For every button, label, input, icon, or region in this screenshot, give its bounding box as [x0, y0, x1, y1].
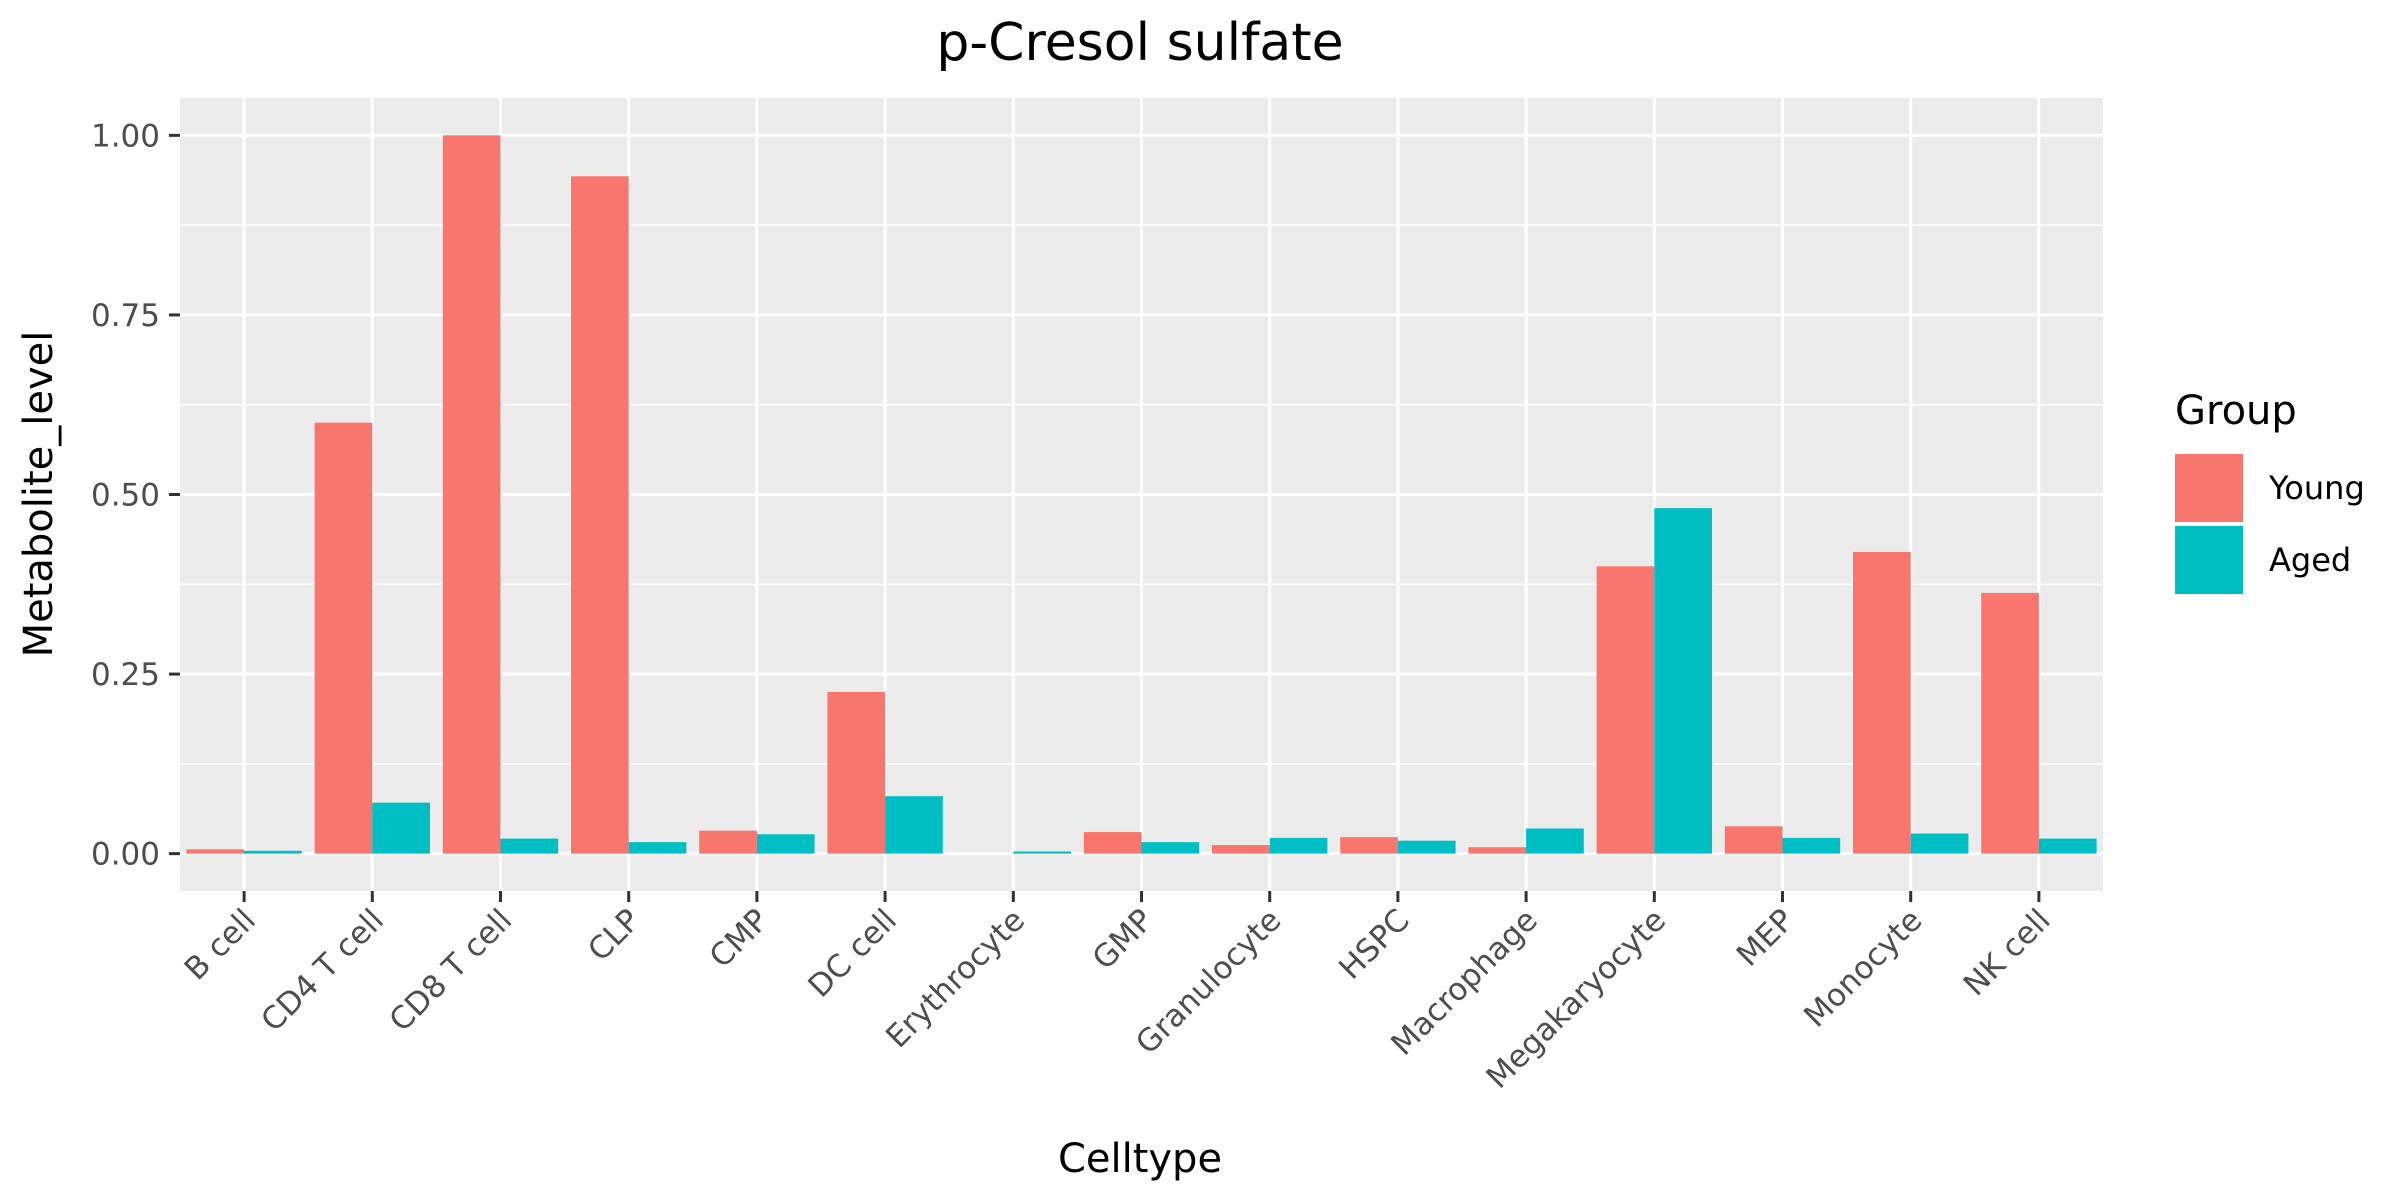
legend-label-young: Young: [2268, 469, 2365, 507]
legend: Group Young Aged: [2175, 388, 2365, 594]
y-tick-label: 0.00: [91, 837, 160, 873]
x-tick-label: NK cell: [1957, 902, 2058, 1003]
legend-key-aged: [2175, 526, 2243, 594]
bar-aged-mep: [1782, 837, 1841, 854]
bar-young-b-cell: [186, 849, 245, 854]
bar-young-cd4-t-cell: [314, 422, 373, 854]
bar-young-clp: [571, 176, 629, 854]
x-tick-label: CD4 T cell: [254, 902, 391, 1039]
bar-young-cmp: [699, 830, 757, 854]
bar-aged-cd8-t-cell: [500, 838, 559, 854]
y-tick-label: 1.00: [91, 118, 160, 154]
bar-young-hspc: [1340, 837, 1398, 854]
x-tick-label: CD8 T cell: [383, 902, 520, 1039]
bar-young-dc-cell: [827, 692, 886, 854]
bar-young-monocyte: [1853, 551, 1911, 854]
bar-aged-granulocyte: [1269, 837, 1328, 854]
x-tick-label: B cell: [178, 902, 263, 987]
x-tick-label: CLP: [581, 902, 647, 968]
bar-aged-gmp: [1141, 842, 1200, 854]
bar-young-cd8-t-cell: [442, 135, 501, 854]
y-axis-title: Metabolite_level: [16, 331, 62, 658]
x-tick-label: HSPC: [1332, 902, 1416, 986]
x-tick-label: MEP: [1730, 902, 1801, 973]
bar-young-nk-cell: [1981, 592, 2039, 854]
legend-label-aged: Aged: [2269, 541, 2351, 579]
bars: [186, 135, 2097, 854]
bar-aged-nk-cell: [2038, 838, 2097, 854]
bar-aged-cd4-t-cell: [372, 802, 430, 854]
x-axis-title: Celltype: [1058, 1136, 1222, 1182]
legend-title: Group: [2175, 388, 2297, 434]
y-axis: 0.00 0.25 0.50 0.75 1.00: [91, 118, 180, 873]
bar-aged-cmp: [756, 834, 815, 854]
bar-young-macrophage: [1468, 847, 1527, 854]
bar-young-gmp: [1083, 832, 1142, 854]
bar-young-granulocyte: [1212, 845, 1270, 854]
chart-title: p-Cresol sulfate: [936, 13, 1343, 73]
bar-aged-erythrocyte: [1013, 851, 1071, 854]
x-tick-label: Erythrocyte: [879, 902, 1032, 1055]
bar-aged-clp: [628, 842, 687, 854]
legend-key-young: [2175, 454, 2243, 522]
x-tick-label: GMP: [1086, 902, 1161, 977]
bar-young-megakaryocyte: [1596, 566, 1655, 854]
bar-aged-hspc: [1397, 840, 1456, 854]
x-tick-label: CMP: [703, 902, 776, 975]
y-tick-label: 0.75: [91, 298, 160, 334]
bar-young-mep: [1724, 826, 1783, 854]
bar-aged-dc-cell: [885, 796, 943, 854]
y-tick-label: 0.50: [91, 478, 160, 514]
x-tick-label: DC cell: [801, 902, 903, 1004]
bar-aged-monocyte: [1910, 833, 1969, 854]
x-tick-label: Monocyte: [1797, 902, 1929, 1034]
bar-aged-macrophage: [1526, 828, 1584, 854]
bar-aged-b-cell: [244, 850, 302, 854]
y-tick-label: 0.25: [91, 657, 160, 693]
bar-aged-megakaryocyte: [1654, 508, 1712, 854]
